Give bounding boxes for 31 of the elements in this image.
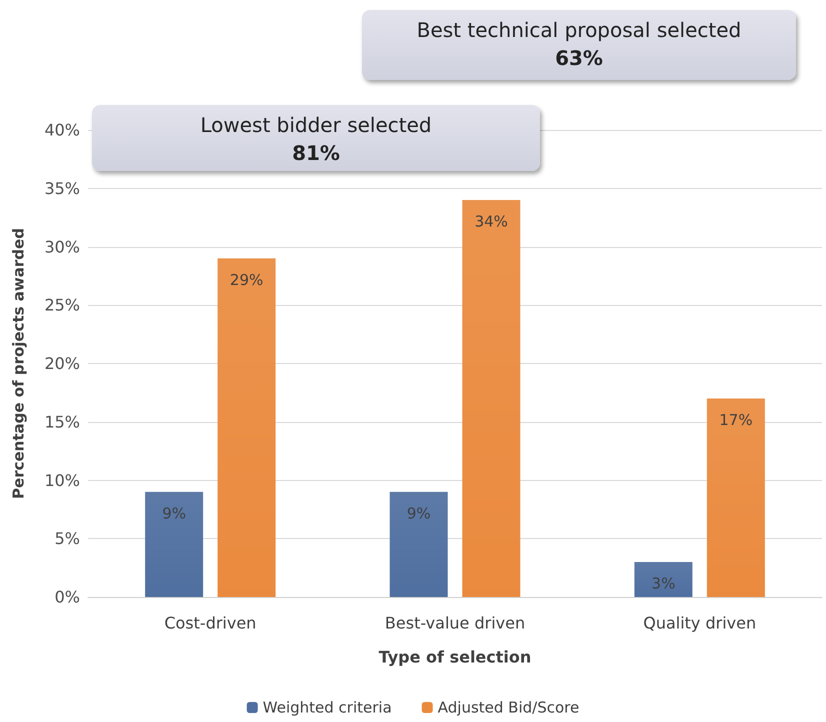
bar bbox=[706, 398, 765, 597]
bar bbox=[634, 562, 692, 597]
data-label: 17% bbox=[719, 411, 753, 430]
bar bbox=[145, 492, 204, 597]
y-tick-label: 35% bbox=[44, 178, 80, 198]
bar bbox=[390, 492, 448, 597]
data-label: 9% bbox=[162, 504, 186, 522]
y-axis-title: Percentage of projects awarded bbox=[10, 228, 28, 499]
y-tick-label: 20% bbox=[44, 354, 80, 373]
legend-label: Adjusted Bid/Score bbox=[438, 698, 580, 716]
y-tick-label: 0% bbox=[54, 588, 80, 606]
data-label: 29% bbox=[230, 270, 264, 289]
bar bbox=[462, 200, 520, 597]
legend-label: Weighted criteria bbox=[262, 698, 392, 716]
callout-box: Lowest bidder selected 81% bbox=[92, 105, 540, 171]
y-tick-label: 10% bbox=[44, 470, 80, 490]
data-label: 3% bbox=[652, 574, 676, 592]
bar bbox=[218, 258, 276, 597]
data-label: 9% bbox=[406, 504, 431, 522]
x-tick-label: Quality driven bbox=[643, 614, 756, 632]
y-tick-label: 25% bbox=[44, 296, 80, 315]
y-tick-label: 5% bbox=[54, 529, 80, 548]
callout-box: Best technical proposal selected 63% bbox=[362, 10, 796, 80]
annotation: Lowest bidder selected 81% bbox=[199, 112, 433, 167]
y-tick-label: 15% bbox=[44, 412, 80, 432]
x-tick-label: Best-value driven bbox=[384, 614, 526, 632]
x-axis-title: Type of selection bbox=[378, 648, 532, 666]
y-tick-label: 40% bbox=[44, 120, 80, 140]
data-label: 34% bbox=[474, 212, 508, 231]
y-tick-label: 30% bbox=[44, 237, 80, 256]
x-tick-label: Cost-driven bbox=[164, 614, 256, 632]
